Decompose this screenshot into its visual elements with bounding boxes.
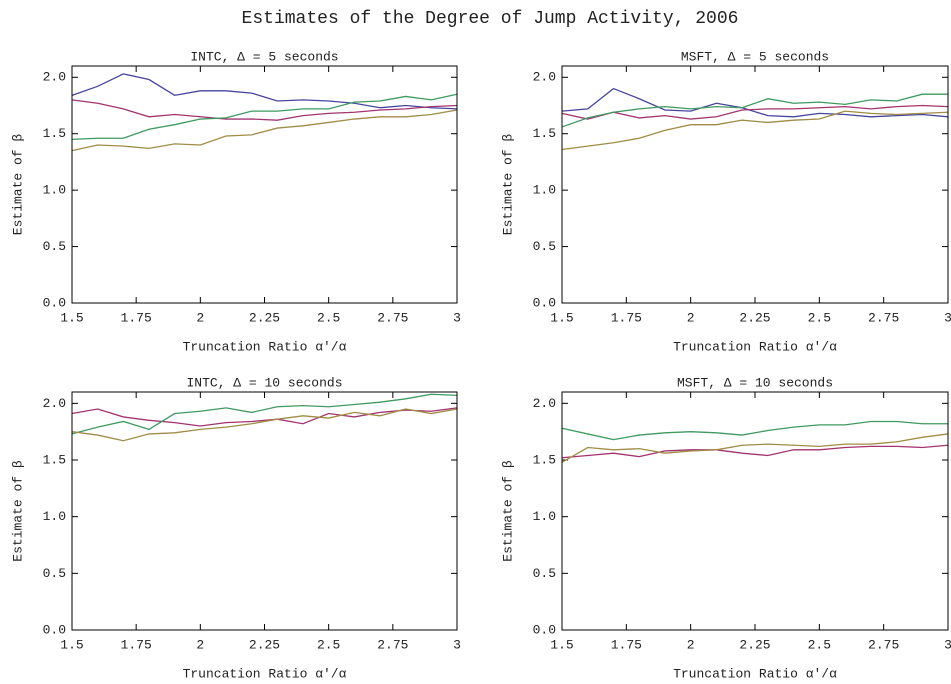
x-tick-label: 1.75 bbox=[611, 310, 642, 325]
y-tick-label: 2.0 bbox=[43, 396, 66, 411]
x-tick-label: 1.5 bbox=[60, 637, 83, 652]
x-axis-label: Truncation Ratio α'/α bbox=[673, 666, 837, 679]
subplot-title: INTC, Δ = 10 seconds bbox=[186, 375, 342, 390]
subplot-title: INTC, Δ = 5 seconds bbox=[190, 49, 338, 64]
y-tick-label: 0.5 bbox=[43, 566, 66, 581]
x-axis-label: Truncation Ratio α'/α bbox=[183, 666, 347, 679]
x-tick-label: 3 bbox=[944, 637, 951, 652]
data-line bbox=[71, 93, 458, 141]
data-line bbox=[71, 109, 458, 152]
y-tick-label: 2.0 bbox=[43, 70, 66, 85]
x-tick-label: 2 bbox=[196, 637, 204, 652]
x-tick-label: 2.25 bbox=[739, 637, 770, 652]
y-tick-label: 1.5 bbox=[43, 452, 66, 467]
x-tick-label: 3 bbox=[944, 310, 951, 325]
plot-frame bbox=[561, 65, 949, 304]
y-tick-label: 0.5 bbox=[43, 239, 66, 254]
subplot-title: MSFT, Δ = 5 seconds bbox=[681, 49, 829, 64]
x-tick-label: 1.5 bbox=[550, 310, 573, 325]
data-line bbox=[71, 393, 458, 435]
x-tick-label: 2.25 bbox=[739, 310, 770, 325]
data-line bbox=[71, 73, 458, 110]
x-tick-label: 2 bbox=[687, 637, 695, 652]
plot-frame bbox=[71, 65, 458, 304]
subplot: MSFT, Δ = 10 seconds Truncation Ratio α'/… bbox=[500, 375, 951, 681]
x-tick-label: 2.75 bbox=[377, 637, 408, 652]
y-tick-label: 0.0 bbox=[43, 622, 66, 637]
y-tick-label: 0.0 bbox=[533, 622, 556, 637]
x-tick-label: 2 bbox=[196, 310, 204, 325]
y-tick-label: 2.0 bbox=[533, 70, 556, 85]
data-line bbox=[561, 444, 949, 459]
x-tick-label: 2.5 bbox=[808, 637, 831, 652]
x-tick-label: 2.75 bbox=[377, 310, 408, 325]
y-tick-label: 1.0 bbox=[533, 509, 556, 524]
y-tick-label: 1.0 bbox=[533, 183, 556, 198]
y-tick-label: 1.0 bbox=[43, 509, 66, 524]
x-axis-label: Truncation Ratio α'/α bbox=[673, 339, 837, 354]
y-tick-label: 1.5 bbox=[533, 452, 556, 467]
x-tick-label: 1.75 bbox=[611, 637, 642, 652]
y-tick-label: 0.0 bbox=[533, 295, 556, 310]
subplot: INTC, Δ = 10 seconds Truncation Ratio α'/… bbox=[10, 375, 461, 681]
x-tick-label: 2.25 bbox=[249, 310, 280, 325]
x-tick-label: 1.5 bbox=[60, 310, 83, 325]
y-axis-label: Estimate of β bbox=[500, 460, 515, 562]
y-tick-label: 2.0 bbox=[533, 396, 556, 411]
x-tick-label: 2.75 bbox=[868, 637, 899, 652]
y-tick-label: 1.5 bbox=[43, 126, 66, 141]
x-axis-label: Truncation Ratio α'/α bbox=[183, 339, 347, 354]
data-line bbox=[561, 110, 949, 151]
data-line bbox=[71, 407, 458, 427]
subplot-title: MSFT, Δ = 10 seconds bbox=[677, 375, 833, 390]
y-axis-label: Estimate of β bbox=[10, 460, 25, 562]
x-tick-label: 2 bbox=[687, 310, 695, 325]
subplot: MSFT, Δ = 5 seconds Truncation Ratio α'/α… bbox=[500, 49, 951, 354]
plot-frame bbox=[71, 391, 458, 631]
x-tick-label: 1.5 bbox=[550, 637, 573, 652]
plot-frame bbox=[561, 391, 949, 631]
data-line bbox=[561, 433, 949, 463]
data-line bbox=[71, 99, 458, 121]
figure-title: Estimates of the Degree of Jump Activity… bbox=[242, 9, 739, 29]
data-line bbox=[71, 408, 458, 442]
y-axis-label: Estimate of β bbox=[500, 134, 515, 236]
data-line bbox=[561, 104, 949, 120]
y-tick-label: 0.5 bbox=[533, 239, 556, 254]
data-line bbox=[561, 87, 949, 118]
subplot: INTC, Δ = 5 seconds Truncation Ratio α'/α… bbox=[10, 49, 460, 354]
x-tick-label: 2.5 bbox=[317, 310, 340, 325]
x-tick-label: 2.25 bbox=[249, 637, 280, 652]
x-tick-label: 3 bbox=[453, 310, 461, 325]
x-tick-label: 1.75 bbox=[121, 310, 152, 325]
data-line bbox=[561, 93, 948, 128]
y-tick-label: 0.0 bbox=[43, 295, 66, 310]
y-axis-label: Estimate of β bbox=[10, 134, 25, 236]
x-tick-label: 2.5 bbox=[808, 310, 831, 325]
x-tick-label: 3 bbox=[453, 637, 461, 652]
y-tick-label: 0.5 bbox=[533, 566, 556, 581]
y-tick-label: 1.0 bbox=[43, 183, 66, 198]
x-tick-label: 2.75 bbox=[868, 310, 899, 325]
data-line bbox=[561, 420, 948, 441]
x-tick-label: 1.75 bbox=[121, 637, 152, 652]
x-tick-label: 2.5 bbox=[317, 637, 340, 652]
y-tick-label: 1.5 bbox=[533, 126, 556, 141]
